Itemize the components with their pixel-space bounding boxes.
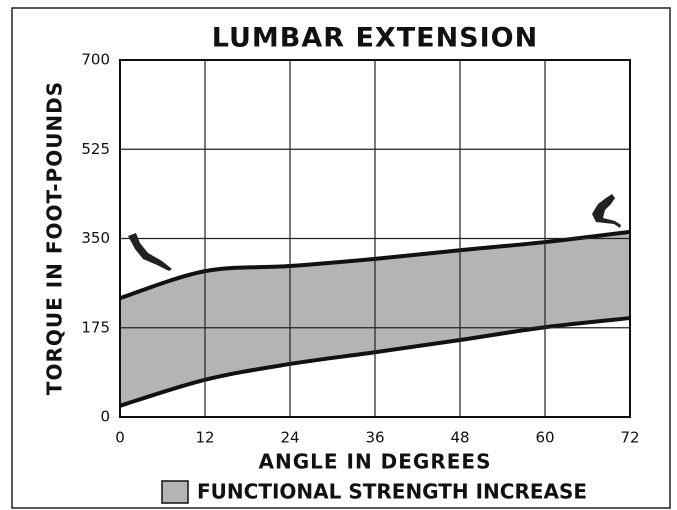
legend-label: FUNCTIONAL STRENGTH INCREASE — [197, 480, 587, 504]
legend-swatch — [162, 481, 188, 503]
x-axis-label: ANGLE IN DEGREES — [259, 450, 492, 474]
x-tick-label: 0 — [115, 429, 125, 447]
chart: LUMBAR EXTENSION ANGLE IN DEGREES TORQUE… — [0, 0, 677, 510]
x-tick-label: 72 — [620, 429, 639, 447]
y-axis-label: TORQUE IN FOOT-POUNDS — [43, 81, 67, 395]
x-tick-label: 24 — [280, 429, 299, 447]
y-tick-label: 525 — [81, 140, 110, 158]
y-tick-label: 0 — [100, 408, 110, 426]
x-tick-label: 36 — [365, 429, 384, 447]
x-tick-label: 48 — [450, 429, 469, 447]
y-tick-label: 175 — [81, 318, 110, 336]
y-tick-label: 350 — [81, 229, 110, 247]
chart-title: LUMBAR EXTENSION — [212, 23, 538, 54]
figure-icon — [592, 194, 621, 228]
x-tick-label: 12 — [195, 429, 214, 447]
y-tick-label: 700 — [81, 51, 110, 69]
x-tick-label: 60 — [535, 429, 554, 447]
